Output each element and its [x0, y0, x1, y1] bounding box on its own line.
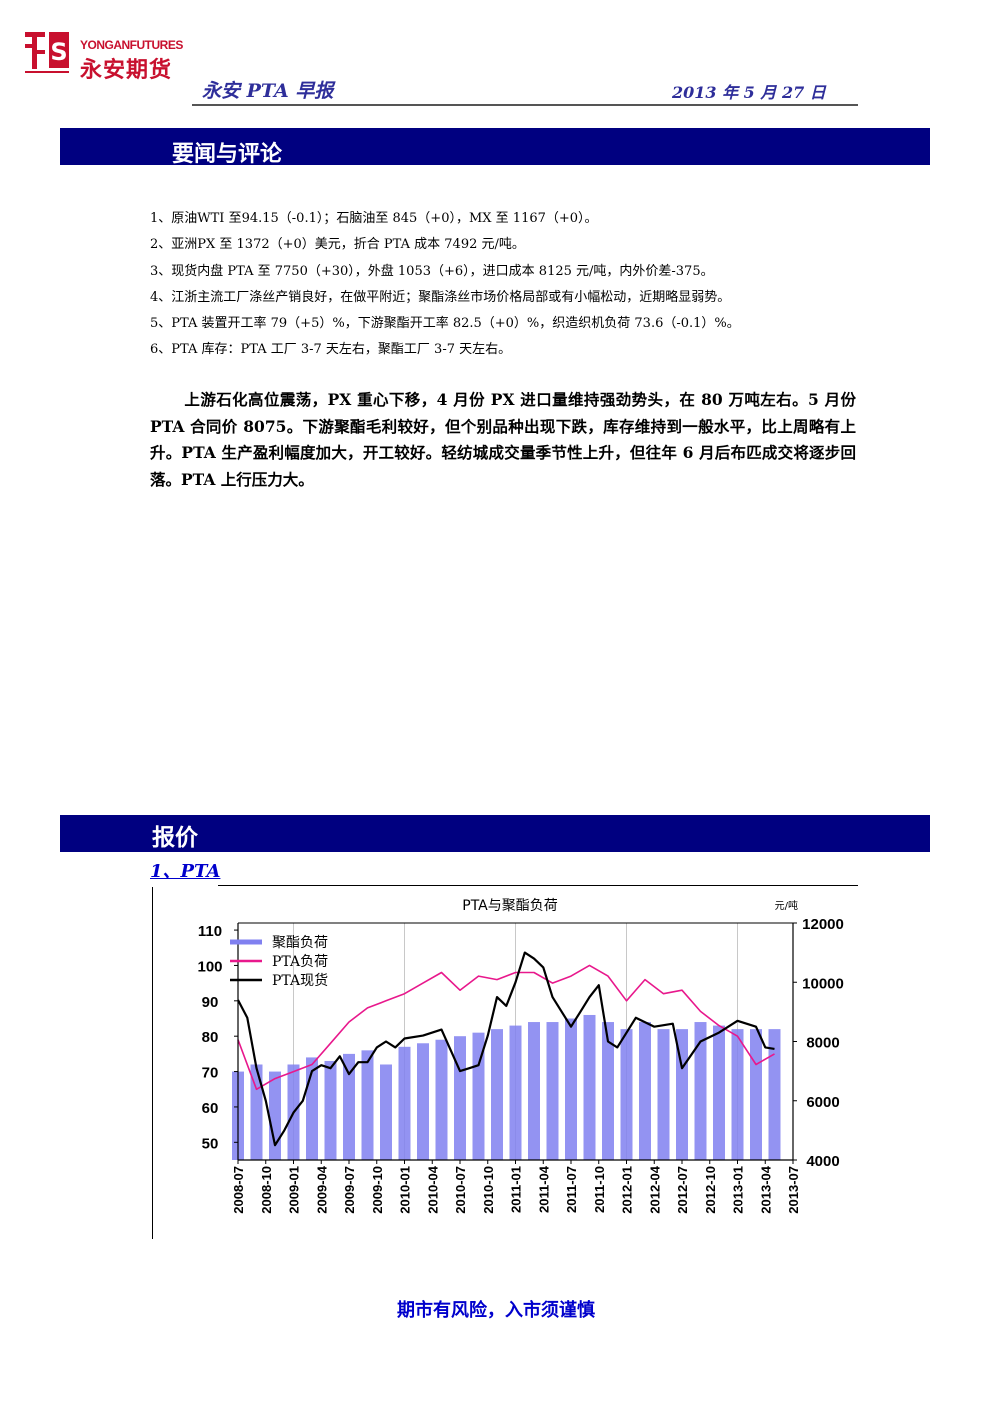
logo-english: YONGANFUTURES — [80, 38, 183, 52]
legend-label: 聚酯负荷 — [272, 935, 328, 951]
polyester-load-bar — [269, 1071, 281, 1160]
x-tick-label: 2009-04 — [314, 1165, 329, 1213]
x-tick-label: 2013-07 — [786, 1166, 801, 1214]
news-item: 1、原油WTI 至94.15（-0.1）；石脑油至 845（+0），MX 至 1… — [150, 211, 598, 226]
y-tick-label-left: 70 — [202, 1065, 219, 1082]
pta-load-line — [237, 964, 775, 1091]
polyester-load-bar — [620, 1029, 633, 1160]
risk-disclaimer: 期市有风险，入市须谨慎 — [397, 1300, 595, 1321]
news-item: 3、现货内盘 PTA 至 7750（+30），外盘 1053（+6），进口成本 … — [150, 263, 714, 279]
y-tick-label-left: 110 — [198, 923, 222, 940]
legend-label: PTA负荷 — [272, 954, 328, 970]
section-heading-news: 要闻与评论 — [60, 128, 930, 167]
y-tick-label-left: 80 — [202, 1029, 219, 1046]
logo-chinese: 永安期货 — [80, 58, 173, 83]
chart-frame-left — [152, 887, 153, 1239]
polyester-load-bar — [343, 1053, 355, 1160]
y-tick-label-right: 6000 — [806, 1094, 839, 1111]
polyester-load-bar — [639, 1022, 651, 1160]
chart-legend: 聚酯负荷 PTA负荷 PTA现货 — [230, 935, 328, 989]
chart-svg: PTA与聚酯负荷 元/吨 50 60 70 80 90 100 110 4000 6000 800… — [197, 898, 843, 1214]
x-tick-label: 2011-10 — [592, 1166, 607, 1213]
yongan-logo-mark: S — [22, 24, 72, 76]
y-tick-label-right: 4000 — [806, 1153, 839, 1170]
y-tick-label-right: 12000 — [802, 916, 844, 933]
x-tick-label: 2013-01 — [731, 1166, 746, 1214]
polyester-load-bar — [361, 1050, 374, 1160]
polyester-load-bar — [324, 1060, 337, 1160]
y-tick-label-left: 60 — [202, 1100, 219, 1117]
y-tick-label-right: 10000 — [802, 975, 844, 992]
x-tick-label: 2012-07 — [675, 1166, 690, 1214]
x-tick-label: 2011-07 — [564, 1166, 579, 1213]
section-heading-price-label: 报价 — [152, 825, 198, 851]
x-tick-label: 2011-04 — [536, 1165, 551, 1213]
polyester-load-bar — [768, 1029, 781, 1160]
y-tick-label-left: 90 — [202, 994, 219, 1011]
chart-title: PTA与聚酯负荷 — [462, 898, 557, 914]
company-logo: S YONGANFUTURES 永安期货 — [22, 22, 192, 83]
x-tick-label: 2012-10 — [703, 1166, 718, 1214]
x-tick-label: 2010-07 — [453, 1166, 468, 1214]
polyester-load-bar — [435, 1039, 448, 1160]
polyester-load-bar — [565, 1018, 577, 1160]
x-tick-label: 2009-07 — [342, 1166, 357, 1214]
x-tick-label: 2012-01 — [620, 1166, 635, 1214]
polyester-load-bar — [694, 1022, 707, 1160]
polyester-load-bars — [232, 1014, 781, 1160]
chart-lines — [237, 951, 775, 1147]
x-tick-label: 2010-01 — [398, 1166, 413, 1214]
polyester-load-bar — [398, 1046, 411, 1160]
polyester-load-bar — [491, 1029, 503, 1160]
report-title: 永安 PTA 早报 — [202, 80, 334, 102]
chart-y2-unit: 元/吨 — [775, 899, 798, 912]
x-tick-label: 2009-01 — [287, 1166, 302, 1214]
x-tick-label: 2009-10 — [370, 1166, 385, 1214]
polyester-load-bar — [417, 1043, 429, 1160]
news-item: 2、亚洲PX 至 1372（+0）美元，折合 PTA 成本 7492 元/吨。 — [150, 237, 525, 253]
polyester-load-bar — [731, 1029, 744, 1160]
section-heading-price: 报价 — [60, 815, 930, 852]
news-item: 4、江浙主流工厂涤丝产销良好，在做平附近；聚酯涤丝市场价格局部或有小幅松动，近期… — [150, 289, 731, 305]
header-divider — [192, 104, 858, 106]
polyester-load-bar — [602, 1022, 614, 1160]
x-tick-label: 2012-04 — [647, 1165, 662, 1213]
pta-polyester-load-chart: PTA与聚酯负荷 元/吨 50 60 70 80 90 100 110 4000 6000 800… — [152, 887, 858, 1239]
x-tick-label: 2010-04 — [425, 1165, 440, 1213]
chart-axes: 50 60 70 80 90 100 110 4000 6000 8000 10000 12000 20… — [197, 916, 843, 1214]
polyester-load-bar — [676, 1029, 688, 1160]
x-tick-label: 2008-10 — [259, 1166, 274, 1214]
polyester-load-bar — [454, 1036, 466, 1160]
polyester-load-bar — [380, 1064, 392, 1160]
polyester-load-bar — [509, 1025, 522, 1160]
polyester-load-bar — [472, 1032, 485, 1160]
polyester-load-bar — [546, 1022, 559, 1160]
commentary-text: 上游石化高位震荡，PX 重心下移，4 月份 PX 进口量维持强劲势头，在 80 … — [150, 390, 856, 489]
polyester-load-bar — [583, 1014, 596, 1160]
report-date: 2013 年 5 月 27 日 — [672, 83, 826, 102]
svg-text:S: S — [50, 38, 67, 66]
commentary-paragraph: 上游石化高位震荡，PX 重心下移，4 月份 PX 进口量维持强劲势头，在 80 … — [150, 387, 856, 493]
pta-spot-line — [237, 951, 775, 1147]
polyester-load-bar — [528, 1022, 540, 1160]
polyester-load-bar — [750, 1029, 762, 1160]
polyester-load-bar — [713, 1025, 725, 1160]
x-tick-label: 2008-07 — [231, 1166, 246, 1214]
subsection-title-pta: 1、PTA — [150, 861, 221, 882]
y-tick-label-left: 50 — [202, 1135, 219, 1152]
polyester-load-bar — [657, 1029, 670, 1160]
subsection-divider — [218, 885, 858, 886]
y-tick-label-left: 100 — [197, 958, 222, 975]
section-heading-news-label: 要闻与评论 — [172, 142, 283, 167]
y-tick-label-right: 8000 — [806, 1035, 839, 1052]
x-tick-label: 2011-01 — [509, 1166, 524, 1213]
x-tick-label: 2010-10 — [481, 1166, 496, 1214]
x-tick-label: 2013-04 — [758, 1165, 773, 1213]
news-item: 5、PTA 装置开工率 79（+5）%，下游聚酯开工率 82.5（+0）%，织造… — [150, 316, 740, 332]
news-list: 1、原油WTI 至94.15（-0.1）；石脑油至 845（+0），MX 至 1… — [150, 206, 870, 364]
legend-label: PTA现货 — [272, 972, 328, 989]
news-item: 6、PTA 库存：PTA 工厂 3-7 天左右，聚酯工厂 3-7 天左右。 — [150, 342, 512, 358]
